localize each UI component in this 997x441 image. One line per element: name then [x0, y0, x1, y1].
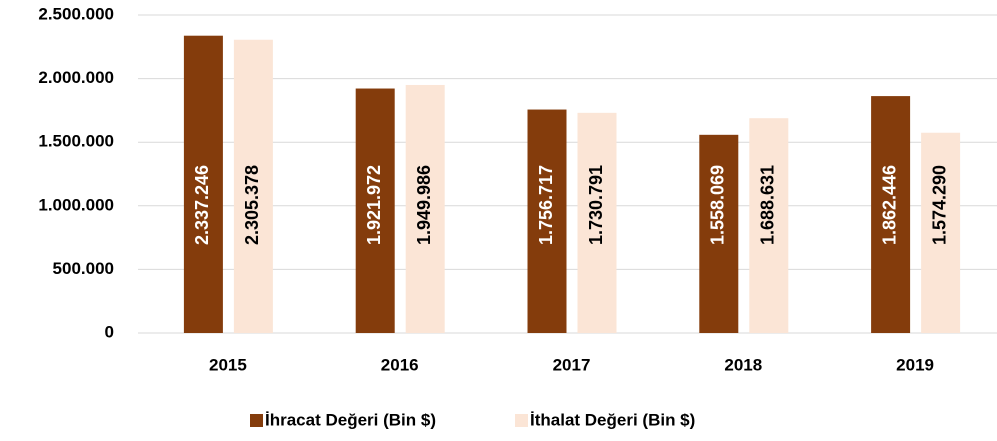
- bar: [921, 132, 961, 333]
- bar: [871, 96, 911, 334]
- y-tick-label: 2.500.000: [38, 4, 114, 23]
- bar: [183, 35, 223, 334]
- bar: [405, 84, 445, 333]
- bar: [577, 112, 617, 333]
- value-label: 2.337.246: [192, 165, 212, 245]
- x-tick-label: 2016: [381, 355, 419, 374]
- legend-label: İthalat Değeri (Bin $): [530, 410, 695, 429]
- value-label: 2.305.378: [242, 165, 262, 245]
- y-tick-label: 500.000: [53, 259, 114, 278]
- y-tick-label: 1.000.000: [38, 195, 114, 214]
- legend-swatch: [515, 414, 528, 427]
- y-tick-label: 0: [105, 322, 114, 341]
- value-label: 1.949.986: [414, 165, 434, 245]
- x-tick-label: 2015: [209, 355, 247, 374]
- bar: [355, 88, 395, 333]
- bar: [699, 134, 739, 333]
- value-label: 1.688.631: [758, 165, 778, 245]
- bar: [233, 39, 273, 333]
- legend-swatch: [250, 414, 263, 427]
- value-label: 1.730.791: [586, 165, 606, 245]
- bar: [527, 109, 567, 334]
- x-tick-label: 2018: [724, 355, 762, 374]
- value-label: 1.756.717: [536, 165, 556, 245]
- value-label: 1.558.069: [708, 165, 728, 245]
- x-tick-label: 2019: [896, 355, 934, 374]
- x-tick-label: 2017: [553, 355, 591, 374]
- legend-label: İhracat Değeri (Bin $): [265, 410, 436, 429]
- value-label: 1.574.290: [929, 165, 949, 245]
- bar: [749, 118, 789, 333]
- y-tick-label: 1.500.000: [38, 132, 114, 151]
- value-label: 1.921.972: [364, 165, 384, 245]
- y-tick-label: 2.000.000: [38, 68, 114, 87]
- value-label: 1.862.446: [879, 165, 899, 245]
